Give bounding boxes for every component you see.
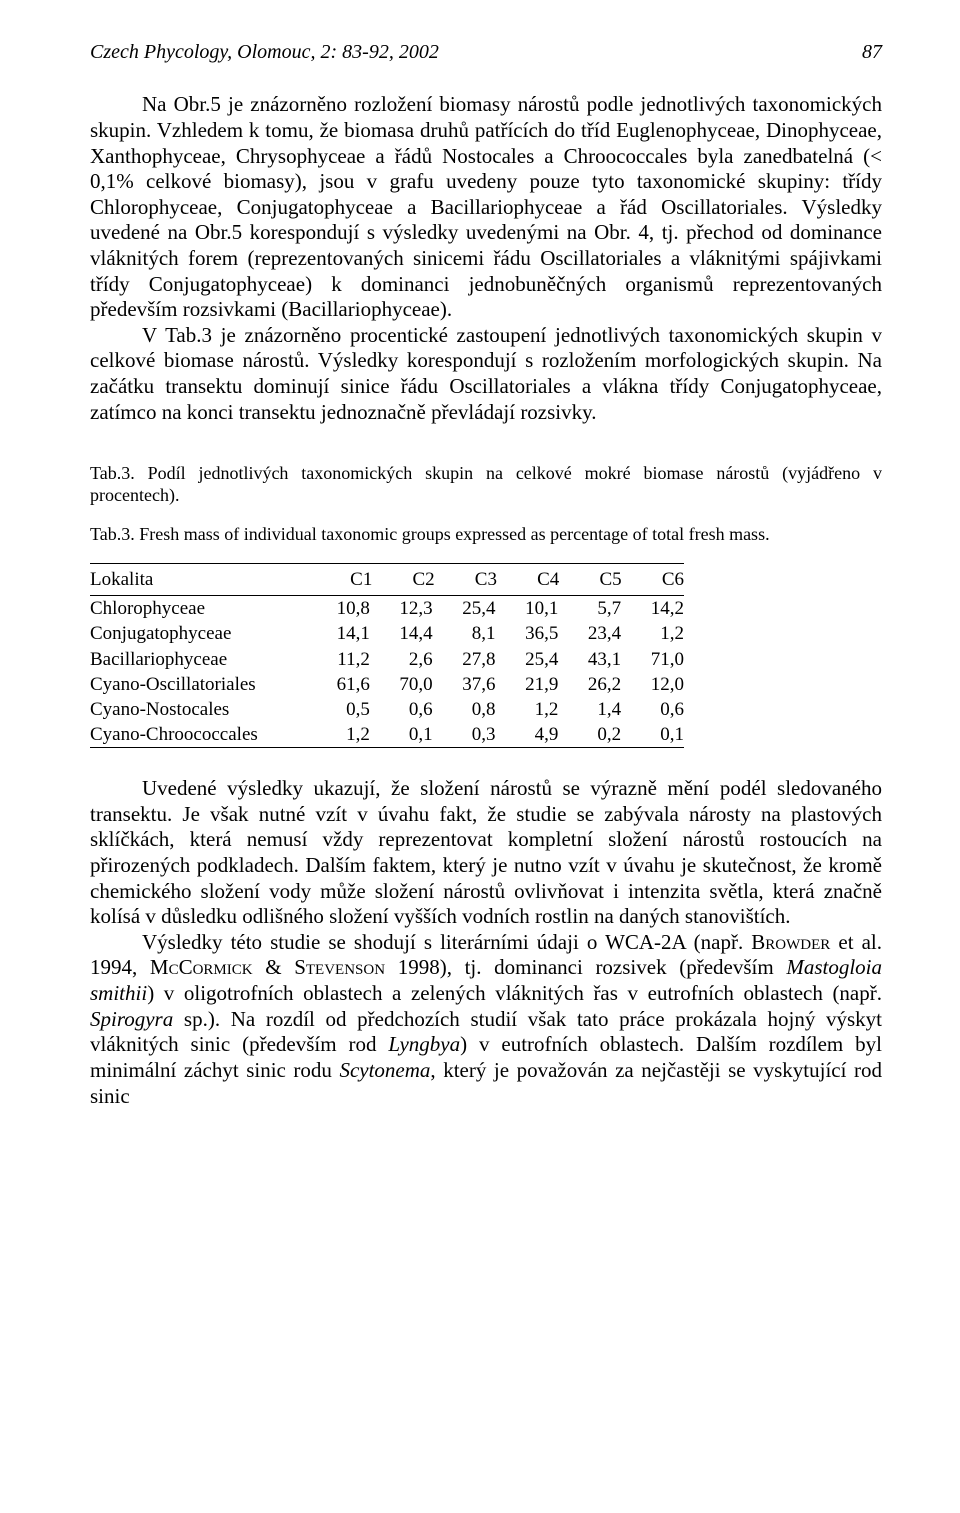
author-browder: Browder [751, 930, 830, 954]
cell: 8,1 [433, 621, 496, 646]
cell: 10,1 [495, 596, 558, 621]
p4-text: ) v oligotrofních oblastech a zelených v… [147, 981, 882, 1005]
col-c2: C2 [372, 564, 434, 595]
table-header-row: Lokalita C1 C2 C3 C4 C5 C6 [90, 564, 684, 595]
table-row: Cyano-Oscillatoriales61,670,037,621,926,… [90, 672, 684, 697]
cell: 1,2 [495, 697, 558, 722]
paragraph-3: Uvedené výsledky ukazují, že složení nár… [90, 776, 882, 930]
cell: 70,0 [370, 672, 433, 697]
cell: 37,6 [433, 672, 496, 697]
table-row: Conjugatophyceae14,114,48,136,523,41,2 [90, 621, 684, 646]
table-row: Cyano-Chroococcales1,20,10,34,90,20,1 [90, 722, 684, 747]
table-row: Cyano-Nostocales0,50,60,81,21,40,6 [90, 697, 684, 722]
cell: 1,2 [307, 722, 370, 747]
table-3: Lokalita C1 C2 C3 C4 C5 C6 Chlorophyceae… [90, 563, 882, 748]
col-c4: C4 [497, 564, 559, 595]
cell: 0,8 [433, 697, 496, 722]
running-head: Czech Phycology, Olomouc, 2: 83-92, 2002… [90, 40, 882, 64]
cell: 12,0 [621, 672, 684, 697]
cell: 26,2 [558, 672, 621, 697]
paragraph-1: Na Obr.5 je znázorněno rozložení biomasy… [90, 92, 882, 322]
cell: 0,6 [621, 697, 684, 722]
cell: 43,1 [558, 647, 621, 672]
data-table-body: Chlorophyceae10,812,325,410,15,714,2Conj… [90, 596, 684, 747]
author-mccormick: McCormick & Stevenson [150, 955, 385, 979]
table-row: Bacillariophyceae11,22,627,825,443,171,0 [90, 647, 684, 672]
cell: 23,4 [558, 621, 621, 646]
cell: 10,8 [307, 596, 370, 621]
col-c1: C1 [310, 564, 372, 595]
cell: 0,3 [433, 722, 496, 747]
taxon-scytonema: Scytonema [339, 1058, 430, 1082]
paragraph-4: Výsledky této studie se shodují s literá… [90, 930, 882, 1109]
cell: 0,5 [307, 697, 370, 722]
cell: 11,2 [307, 647, 370, 672]
table-row: Chlorophyceae10,812,325,410,15,714,2 [90, 596, 684, 621]
running-head-page: 87 [862, 40, 882, 64]
cell: 1,4 [558, 697, 621, 722]
cell: 0,1 [370, 722, 433, 747]
row-label: Chlorophyceae [90, 596, 307, 621]
cell: 61,6 [307, 672, 370, 697]
cell: 27,8 [433, 647, 496, 672]
cell: 14,1 [307, 621, 370, 646]
taxon-lyngbya: Lyngbya [388, 1032, 460, 1056]
table-caption-en: Tab.3. Fresh mass of individual taxonomi… [90, 524, 882, 545]
data-table: Lokalita C1 C2 C3 C4 C5 C6 [90, 564, 684, 595]
cell: 4,9 [495, 722, 558, 747]
row-label: Cyano-Oscillatoriales [90, 672, 307, 697]
row-label: Conjugatophyceae [90, 621, 307, 646]
cell: 0,6 [370, 697, 433, 722]
cell: 21,9 [495, 672, 558, 697]
cell: 1,2 [621, 621, 684, 646]
cell: 2,6 [370, 647, 433, 672]
col-c6: C6 [622, 564, 684, 595]
cell: 25,4 [433, 596, 496, 621]
row-label: Bacillariophyceae [90, 647, 307, 672]
running-head-left: Czech Phycology, Olomouc, 2: 83-92, 2002 [90, 40, 439, 64]
p4-text: 1998), tj. dominanci rozsivek (především [385, 955, 786, 979]
paragraph-2: V Tab.3 je znázorněno procentické zastou… [90, 323, 882, 425]
p4-text: Výsledky této studie se shodují s literá… [142, 930, 751, 954]
col-c3: C3 [435, 564, 497, 595]
table-header-label: Lokalita [90, 564, 310, 595]
taxon-spirogyra: Spirogyra [90, 1007, 173, 1031]
page: Czech Phycology, Olomouc, 2: 83-92, 2002… [0, 0, 960, 1169]
cell: 5,7 [558, 596, 621, 621]
col-c5: C5 [559, 564, 621, 595]
row-label: Cyano-Chroococcales [90, 722, 307, 747]
cell: 12,3 [370, 596, 433, 621]
table-caption-cz: Tab.3. Podíl jednotlivých taxonomických … [90, 463, 882, 505]
cell: 36,5 [495, 621, 558, 646]
table-rule-bottom [90, 747, 684, 748]
cell: 14,2 [621, 596, 684, 621]
cell: 0,2 [558, 722, 621, 747]
cell: 71,0 [621, 647, 684, 672]
row-label: Cyano-Nostocales [90, 697, 307, 722]
cell: 0,1 [621, 722, 684, 747]
cell: 14,4 [370, 621, 433, 646]
cell: 25,4 [495, 647, 558, 672]
